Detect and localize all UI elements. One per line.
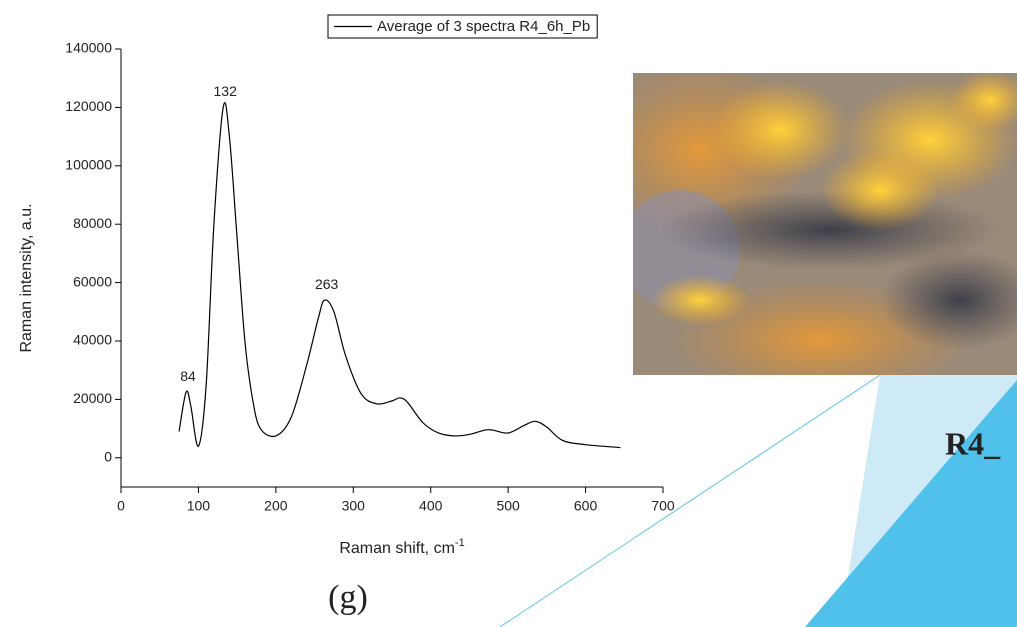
- peak-label: 263: [315, 276, 339, 292]
- y-tick-label: 0: [104, 449, 112, 465]
- sample-label: R4_: [945, 425, 1001, 461]
- y-tick-label: 60000: [73, 273, 112, 289]
- y-tick-label: 140000: [65, 40, 112, 56]
- x-axis-label-text: Raman shift, cm: [339, 540, 455, 557]
- y-tick-label: 40000: [73, 332, 112, 348]
- x-tick-label: 100: [187, 498, 211, 514]
- y-axis-label: Raman intensity, a.u.: [18, 203, 35, 352]
- peak-label: 84: [180, 368, 196, 384]
- x-tick-label: 400: [419, 498, 443, 514]
- legend-label: Average of 3 spectra R4_6h_Pb: [377, 18, 590, 35]
- legend-box: [327, 14, 598, 39]
- x-tick-label: 200: [264, 498, 288, 514]
- x-tick-label: 0: [117, 498, 125, 514]
- y-tick-label: 20000: [73, 390, 112, 406]
- micrograph: [633, 73, 1017, 375]
- x-tick-label: 300: [342, 498, 366, 514]
- spectrum-line: [178, 102, 621, 449]
- x-axis-label-sup: -1: [455, 537, 465, 549]
- x-tick-label: 700: [651, 498, 675, 514]
- panel-label: (g): [328, 579, 368, 616]
- x-tick-label: 600: [574, 498, 598, 514]
- decor-line: [499, 374, 881, 627]
- y-tick-label: 80000: [73, 215, 112, 231]
- x-axis-label: Raman shift, cm-1: [339, 537, 464, 557]
- decor-shape: [805, 380, 1017, 627]
- chart: 0 20000 40000 60000 80000 100000 120000 140000 0…: [18, 14, 675, 557]
- y-tick-label: 120000: [65, 98, 112, 114]
- y-tick-label: 100000: [65, 157, 112, 173]
- x-tick-label: 500: [496, 498, 520, 514]
- peak-label: 132: [214, 83, 238, 99]
- legend: Average of 3 spectra R4_6h_Pb: [327, 14, 598, 39]
